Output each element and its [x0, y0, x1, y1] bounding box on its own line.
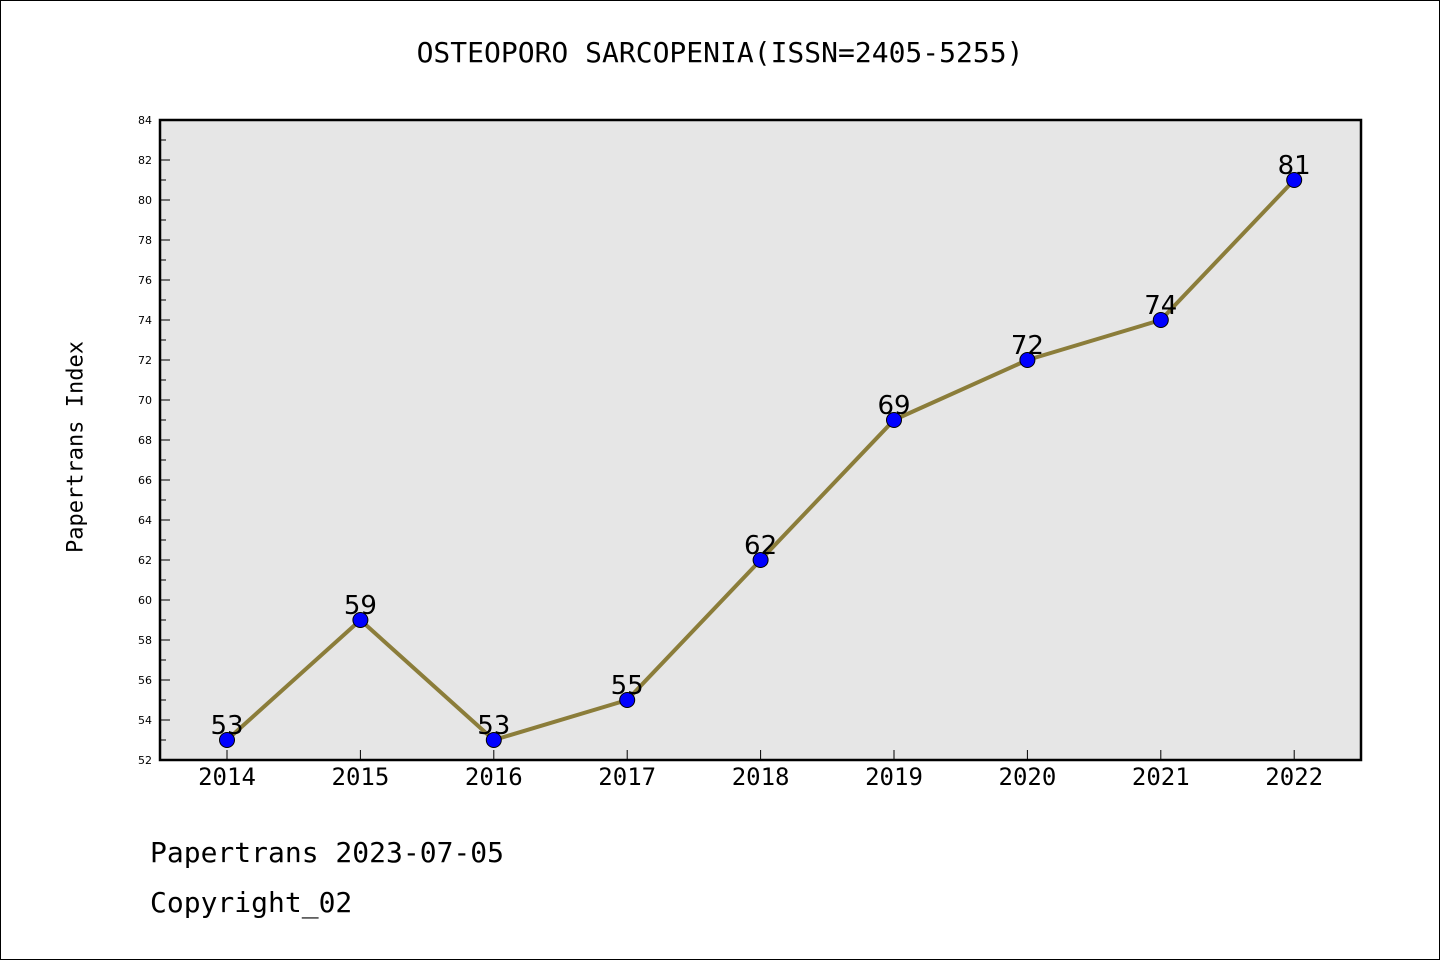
data-point: [1019, 352, 1036, 368]
data-point: [619, 692, 636, 708]
plot-area: [160, 120, 1361, 760]
data-label: 62: [744, 531, 777, 561]
y-tick-label: 76: [138, 274, 152, 287]
y-tick-label: 60: [138, 594, 152, 607]
plot-border: [158, 118, 1363, 762]
y-tick-label: 58: [138, 634, 152, 647]
y-tick-label: 56: [138, 674, 152, 687]
data-point: [752, 552, 769, 568]
y-tick-label: 62: [138, 554, 152, 567]
data-label: 55: [611, 671, 644, 701]
data-point: [1152, 312, 1169, 328]
y-tick-label: 70: [138, 394, 152, 407]
y-tick-label: 80: [138, 194, 152, 207]
footer-date: Papertrans 2023-07-05: [150, 836, 505, 869]
y-tick-label: 78: [138, 234, 152, 247]
x-tick-label: 2017: [598, 763, 656, 791]
y-tick-label: 68: [138, 434, 152, 447]
data-point: [485, 732, 502, 748]
y-tick-label: 84: [138, 114, 152, 127]
y-tick-label: 64: [138, 514, 152, 527]
data-point: [1286, 172, 1303, 188]
x-tick-label: 2015: [332, 763, 390, 791]
data-label: 53: [210, 711, 243, 741]
y-tick-label: 52: [138, 754, 152, 767]
footer-copyright: Copyright_02: [150, 886, 353, 919]
data-label: 72: [1011, 331, 1044, 361]
data-label: 59: [344, 591, 377, 621]
x-tick-label: 2021: [1132, 763, 1190, 791]
y-tick-label: 82: [138, 154, 152, 167]
y-tick-label: 72: [138, 354, 152, 367]
data-label: 69: [877, 391, 910, 421]
data-label: 53: [477, 711, 510, 741]
y-tick-label: 66: [138, 474, 152, 487]
data-label: 81: [1278, 151, 1311, 181]
x-tick-label: 2019: [865, 763, 923, 791]
x-tick-label: 2022: [1265, 763, 1323, 791]
x-tick-label: 2018: [732, 763, 790, 791]
x-tick-label: 2020: [999, 763, 1057, 791]
data-point: [352, 612, 369, 628]
data-point: [886, 412, 902, 428]
y-tick-label: 74: [138, 314, 152, 327]
x-tick-label: 2014: [198, 763, 256, 791]
data-point: [219, 732, 235, 748]
chart-title: OSTEOPORO SARCOPENIA(ISSN=2405-5255): [416, 36, 1024, 69]
data-label: 74: [1144, 291, 1177, 321]
y-tick-label: 54: [138, 714, 152, 727]
x-tick-label: 2016: [465, 763, 523, 791]
